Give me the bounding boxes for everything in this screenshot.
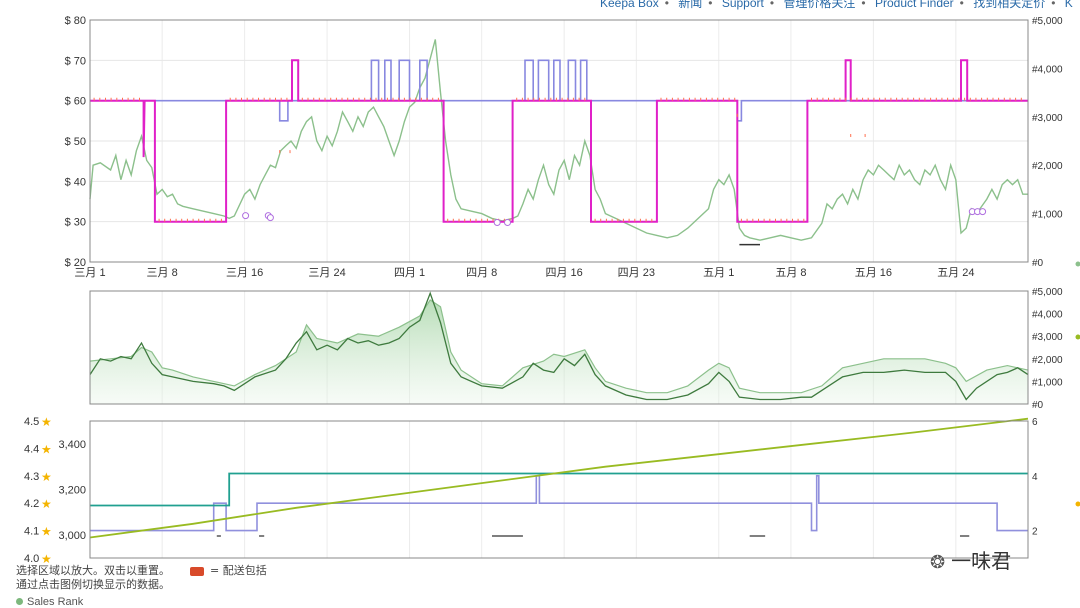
- x-tick-label-11: 五月 24: [937, 267, 974, 279]
- sales-rank-legend-label: Sales Rank: [27, 596, 83, 608]
- truck-icon: [190, 567, 204, 576]
- watermark: ❂ 一味君: [930, 545, 1011, 574]
- rating-chart-frame: [90, 421, 1028, 558]
- wechat-icon: ❂: [930, 552, 945, 573]
- used-offer-marker-4: [505, 220, 511, 226]
- x-tick-label-1: 三月 8: [147, 267, 178, 279]
- x-tick-label-3: 三月 24: [308, 267, 345, 279]
- star-y-label-1: 4.1: [24, 526, 39, 538]
- star-y-label-2: 4.2: [24, 498, 39, 510]
- rank-y2-label-1: #1,000: [1032, 377, 1063, 388]
- price-y-label-3: $ 50: [65, 136, 86, 148]
- rating-y-label-0: 3,000: [58, 530, 86, 542]
- price-y2-label-4: #4,000: [1032, 64, 1063, 75]
- x-tick-label-8: 五月 1: [703, 267, 734, 279]
- star-icon-5: ★: [41, 415, 52, 429]
- legend-hint: 通过点击图例切换显示的数据。: [16, 578, 170, 591]
- rating-y2-label-0: 2: [1032, 527, 1038, 538]
- star-y-label-5: 4.5: [24, 416, 39, 428]
- markers-layer: [94, 98, 1080, 536]
- offer-count-line: [90, 476, 1028, 531]
- rank-y2-label-3: #3,000: [1032, 332, 1063, 343]
- lines-layer: [90, 39, 1028, 537]
- legend-sales-rank[interactable]: Sales Rank: [16, 596, 83, 608]
- price-y2-label-0: #0: [1032, 258, 1044, 269]
- x-tick-label-9: 五月 8: [775, 267, 806, 279]
- x-tick-label-2: 三月 16: [226, 267, 263, 279]
- used-offer-marker-2: [267, 215, 273, 221]
- rank-y2-label-0: #0: [1032, 400, 1044, 411]
- x-tick-label-7: 四月 23: [618, 267, 655, 279]
- rank-y2-label-5: #5,000: [1032, 287, 1063, 298]
- x-tick-label-6: 四月 16: [546, 267, 583, 279]
- used-offer-marker-3: [494, 220, 500, 226]
- rating-y-label-2: 3,400: [58, 439, 86, 451]
- price-y2-label-1: #1,000: [1032, 210, 1063, 221]
- rating-y-label-1: 3,200: [58, 485, 86, 497]
- new-price-line: [90, 60, 1028, 121]
- edge-legend-dot-1: [1076, 335, 1080, 340]
- price-y-label-6: $ 80: [65, 15, 86, 27]
- star-icon-1: ★: [41, 525, 52, 539]
- price-y-label-0: $ 20: [65, 257, 86, 269]
- chart-footer: 选择区域以放大。双击以重置。 = 配送包括 通过点击图例切换显示的数据。: [16, 564, 267, 592]
- star-y-label-3: 4.3: [24, 471, 39, 483]
- price-y2-label-2: #2,000: [1032, 161, 1063, 172]
- used-offer-marker-0: [243, 213, 249, 219]
- rating-y2-label-2: 6: [1032, 417, 1038, 428]
- price-y-label-5: $ 70: [65, 55, 86, 67]
- star-icon-3: ★: [41, 470, 52, 484]
- edge-legend-dot-2: [1076, 502, 1080, 507]
- sales-rank-legend-dot: [16, 598, 23, 605]
- x-tick-label-4: 四月 1: [394, 267, 425, 279]
- review-count-line: [90, 474, 1028, 506]
- star-y-label-4: 4.4: [24, 443, 39, 455]
- price-y2-label-5: #5,000: [1032, 16, 1063, 27]
- x-tick-label-5: 四月 8: [466, 267, 497, 279]
- rating-trend-line: [90, 419, 1028, 538]
- rank-y2-label-2: #2,000: [1032, 355, 1063, 366]
- x-tick-label-10: 五月 16: [855, 267, 892, 279]
- price-y2-label-3: #3,000: [1032, 113, 1063, 124]
- watermark-text: 一味君: [951, 549, 1011, 573]
- used-offer-marker-7: [980, 209, 986, 215]
- price-y-label-1: $ 30: [65, 217, 86, 229]
- price-y-label-4: $ 60: [65, 96, 86, 108]
- edge-legend-dot-0: [1076, 262, 1080, 267]
- rank-y2-label-4: #4,000: [1032, 310, 1063, 321]
- star-icon-2: ★: [41, 497, 52, 511]
- zoom-hint: 选择区域以放大。双击以重置。: [16, 564, 170, 577]
- price-y-label-2: $ 40: [65, 176, 86, 188]
- delivery-legend-label: = 配送包括: [210, 564, 267, 577]
- star-icon-4: ★: [41, 442, 52, 456]
- rating-y2-label-1: 4: [1032, 472, 1038, 483]
- price-sales-rank-line: [90, 39, 1028, 240]
